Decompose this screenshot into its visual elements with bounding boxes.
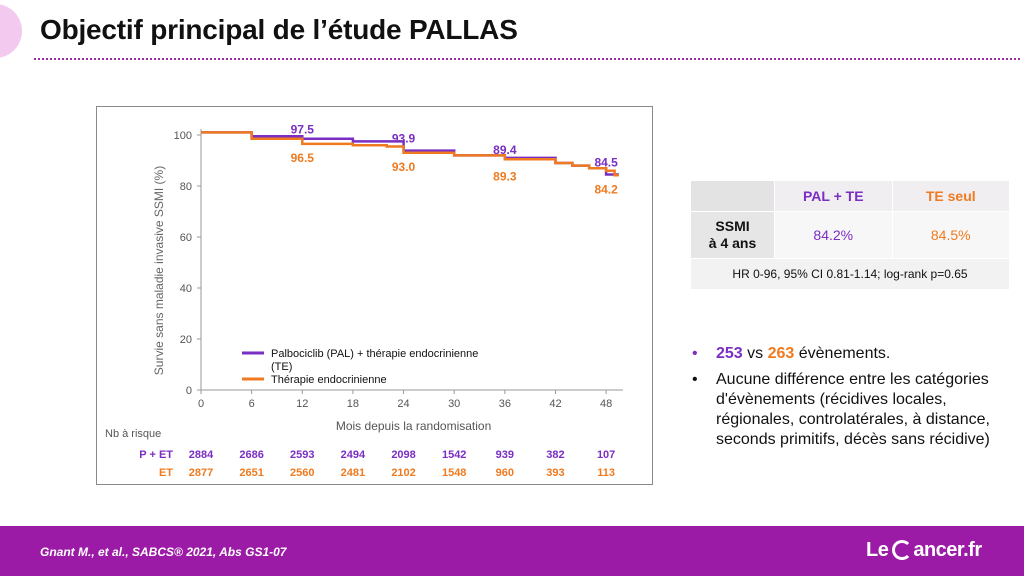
bullet-marker: • <box>692 371 698 388</box>
y-tick-label: 100 <box>174 130 192 142</box>
y-tick-label: 80 <box>180 181 192 193</box>
y-axis: 0 20 40 60 80 100 <box>174 129 202 397</box>
bullet-marker: • <box>692 345 698 362</box>
results-row-label: SSMI à 4 ans <box>689 211 776 259</box>
risk-row-label: P + ET <box>139 449 173 461</box>
results-row-label-line1: SSMI <box>715 218 750 234</box>
x-tick-label: 30 <box>448 398 460 410</box>
logo-text-right: ancer.fr <box>913 538 982 561</box>
key-point-categories: • Aucune différence entre les catégories… <box>690 370 1010 450</box>
risk-cell: 1548 <box>442 467 466 479</box>
events-count-pal: 253 <box>716 345 743 362</box>
risk-cell: 2884 <box>189 449 214 461</box>
risk-cell: 382 <box>546 449 564 461</box>
key-point-events: • 253 vs 263 évènements. <box>690 344 1010 364</box>
legend-label-te: Thérapie endocrinienne <box>271 374 387 386</box>
risk-cell: 2098 <box>391 449 415 461</box>
data-label: 96.5 <box>291 151 315 165</box>
corner-accent-tab <box>0 4 22 58</box>
results-ssmi-row: SSMI à 4 ans 84.2% 84.5% <box>689 211 1010 259</box>
data-label: 93.0 <box>392 160 416 174</box>
events-count-te: 263 <box>767 345 795 362</box>
x-axis-label: Mois depuis la randomisation <box>336 419 491 433</box>
x-axis: 0 6 12 18 24 30 36 42 48 <box>198 389 623 410</box>
lecancer-logo: Le ancer.fr <box>866 538 982 562</box>
logo-text-left: Le <box>866 538 889 561</box>
risk-cell: 1542 <box>442 449 466 461</box>
results-col-pal: PAL + TE <box>774 180 893 212</box>
chart-legend: Palbociclib (PAL) + thérapie endocrinien… <box>242 348 478 386</box>
x-tick-label: 36 <box>499 398 511 410</box>
x-tick-label: 6 <box>249 398 255 410</box>
x-tick-label: 48 <box>600 398 612 410</box>
categories-text: Aucune différence entre les catégories d… <box>716 371 990 448</box>
results-table: PAL + TE TE seul SSMI à 4 ans 84.2% 84.5… <box>689 180 1010 290</box>
series-line-te <box>201 131 619 177</box>
data-labels: 97.5 96.5 93.9 93.0 89.4 89.3 84.5 84.2 <box>291 122 619 196</box>
events-vs: vs <box>742 345 768 362</box>
risk-cell: 2494 <box>341 449 366 461</box>
logo-ring-icon <box>892 540 913 560</box>
results-header-empty <box>689 180 776 212</box>
risk-cell: 107 <box>597 449 615 461</box>
y-tick-label: 60 <box>180 232 192 244</box>
risk-table-title: Nb à risque <box>105 428 161 440</box>
results-footnote: HR 0-96, 95% CI 0.81-1.14; log-rank p=0.… <box>690 258 1010 290</box>
data-label: 89.4 <box>493 143 517 157</box>
risk-cell: 960 <box>496 467 514 479</box>
y-tick-label: 0 <box>186 385 192 397</box>
results-col-te: TE seul <box>891 180 1010 212</box>
risk-table: Nb à risque P + ET 2884 2686 2593 2494 2098 154… <box>105 428 615 479</box>
x-tick-label: 18 <box>347 398 359 410</box>
events-suffix: évènements. <box>794 345 891 362</box>
data-label: 84.5 <box>594 156 618 170</box>
slide-title: Objectif principal de l’étude PALLAS <box>40 14 518 45</box>
legend-label-pal-te: Palbociclib (PAL) + thérapie endocrinien… <box>271 348 478 360</box>
title-divider <box>34 58 1020 60</box>
results-val-pal: 84.2% <box>774 211 893 259</box>
data-label: 97.5 <box>291 122 315 136</box>
footer-band <box>0 526 1024 576</box>
data-label: 89.3 <box>493 169 517 183</box>
risk-cell: 393 <box>546 467 564 479</box>
risk-cell: 2877 <box>189 467 213 479</box>
results-header-row: PAL + TE TE seul <box>689 180 1010 212</box>
x-tick-label: 24 <box>397 398 409 410</box>
survival-chart-svg: 0 20 40 60 80 100 0 6 12 18 24 30 36 42 48 Survie san… <box>105 122 623 479</box>
x-tick-label: 42 <box>549 398 561 410</box>
footer-citation: Gnant M., et al., SABCS® 2021, Abs GS1-0… <box>40 545 287 559</box>
survival-chart: 0 20 40 60 80 100 0 6 12 18 24 30 36 42 48 Survie san… <box>96 106 653 485</box>
y-tick-label: 20 <box>180 334 192 346</box>
results-row-label-line2: à 4 ans <box>708 235 757 251</box>
risk-row-label: ET <box>159 467 173 479</box>
legend-label-pal-te-cont: (TE) <box>271 361 292 373</box>
series-lines <box>201 131 619 177</box>
key-points-list: • 253 vs 263 évènements. • Aucune différ… <box>690 344 1010 456</box>
y-tick-label: 40 <box>180 283 192 295</box>
risk-cell: 2593 <box>290 449 314 461</box>
risk-cell: 2481 <box>341 467 365 479</box>
data-label: 93.9 <box>392 132 416 146</box>
results-val-te: 84.5% <box>891 211 1010 259</box>
risk-cell: 2651 <box>239 467 263 479</box>
risk-cell: 2686 <box>239 449 263 461</box>
risk-cell: 113 <box>597 467 615 479</box>
x-tick-label: 0 <box>198 398 204 410</box>
risk-cell: 939 <box>496 449 514 461</box>
results-footnote-row: HR 0-96, 95% CI 0.81-1.14; log-rank p=0.… <box>690 258 1010 290</box>
risk-cell: 2560 <box>290 467 314 479</box>
risk-cell: 2102 <box>391 467 415 479</box>
data-label: 84.2 <box>594 182 618 196</box>
x-tick-label: 12 <box>296 398 308 410</box>
y-axis-label: Survie sans maladie invasive SSMI (%) <box>152 166 166 375</box>
